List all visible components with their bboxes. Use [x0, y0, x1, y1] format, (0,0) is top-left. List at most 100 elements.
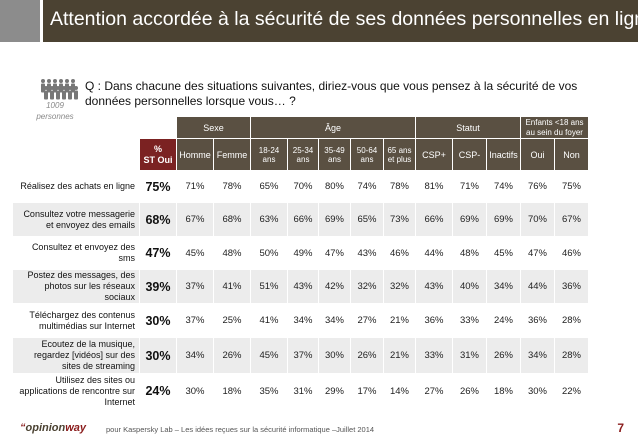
col-header: 50-64 ans [351, 139, 383, 170]
group-header-sexe: Sexe [177, 117, 250, 138]
cell-value: 34% [487, 270, 520, 303]
cell-value: 71% [453, 171, 486, 202]
cell-value: 66% [416, 203, 452, 236]
row-label: Consultez et envoyez des sms [13, 237, 139, 269]
cell-value: 30% [319, 338, 350, 373]
cell-value: 34% [177, 338, 213, 373]
cell-value: 26% [453, 374, 486, 408]
cell-value: 30% [177, 374, 213, 408]
cell-value: 66% [288, 203, 318, 236]
row-total: 75% [140, 171, 176, 202]
cell-value: 31% [453, 338, 486, 373]
col-header: Oui [521, 139, 554, 170]
row-label: Téléchargez des contenus multimédias sur… [13, 304, 139, 337]
cell-value: 69% [453, 203, 486, 236]
total-header: % ST Oui [140, 139, 176, 170]
cell-value: 37% [177, 304, 213, 337]
cell-value: 32% [384, 270, 415, 303]
title-bar: Attention accordée à la sécurité de ses … [0, 0, 638, 42]
cell-value: 34% [288, 304, 318, 337]
col-header: 18-24 ans [251, 139, 287, 170]
row-label: Réalisez des achats en ligne [13, 171, 139, 202]
col-header: Non [555, 139, 588, 170]
cell-value: 47% [319, 237, 350, 269]
page-number: 7 [617, 421, 624, 435]
cell-value: 70% [521, 203, 554, 236]
cell-value: 69% [319, 203, 350, 236]
table-row: Téléchargez des contenus multimédias sur… [13, 304, 588, 337]
cell-value: 78% [384, 171, 415, 202]
cell-value: 26% [351, 338, 383, 373]
cell-value: 73% [384, 203, 415, 236]
cell-value: 70% [288, 171, 318, 202]
cell-value: 68% [214, 203, 250, 236]
cell-value: 41% [214, 270, 250, 303]
cell-value: 18% [487, 374, 520, 408]
base-label: personnes [36, 112, 74, 121]
blank-cell [13, 117, 139, 138]
table-row: Postez des messages, des photos sur les … [13, 270, 588, 303]
group-header-statut: Statut [416, 117, 520, 138]
cell-value: 41% [251, 304, 287, 337]
cell-value: 43% [416, 270, 452, 303]
table-row: Ecoutez de la musique, regardez [vidéos]… [13, 338, 588, 373]
row-total: 39% [140, 270, 176, 303]
cell-value: 48% [214, 237, 250, 269]
cell-value: 35% [251, 374, 287, 408]
cell-value: 27% [416, 374, 452, 408]
cell-value: 14% [384, 374, 415, 408]
cell-value: 49% [288, 237, 318, 269]
title-background [43, 0, 638, 42]
cell-value: 45% [177, 237, 213, 269]
cell-value: 74% [351, 171, 383, 202]
col-header: 25-34 ans [288, 139, 318, 170]
row-total: 68% [140, 203, 176, 236]
blank-cell [13, 139, 139, 170]
cell-value: 37% [288, 338, 318, 373]
cell-value: 22% [555, 374, 588, 408]
cell-value: 48% [453, 237, 486, 269]
people-icon [41, 79, 78, 100]
cell-value: 81% [416, 171, 452, 202]
cell-value: 46% [555, 237, 588, 269]
question-text: Q : Dans chacune des situations suivante… [85, 79, 578, 108]
table-row: Consultez et envoyez des sms 47% 45% 48% 50%… [13, 237, 588, 269]
cell-value: 44% [416, 237, 452, 269]
cell-value: 17% [351, 374, 383, 408]
cell-value: 28% [555, 338, 588, 373]
cell-value: 46% [384, 237, 415, 269]
cell-value: 36% [416, 304, 452, 337]
group-header-enfants: Enfants <18 ans au sein du foyer [521, 117, 588, 138]
group-header-age: Âge [251, 117, 415, 138]
cell-value: 43% [288, 270, 318, 303]
cell-value: 34% [521, 338, 554, 373]
cell-value: 51% [251, 270, 287, 303]
cell-value: 75% [555, 171, 588, 202]
cell-value: 65% [251, 171, 287, 202]
cell-value: 45% [487, 237, 520, 269]
total-header-line2: ST Oui [143, 154, 173, 165]
cell-value: 28% [555, 304, 588, 337]
cell-value: 65% [351, 203, 383, 236]
col-header: CSP+ [416, 139, 452, 170]
cell-value: 36% [521, 304, 554, 337]
cell-value: 50% [251, 237, 287, 269]
row-total: 47% [140, 237, 176, 269]
cell-value: 47% [521, 237, 554, 269]
cell-value: 18% [214, 374, 250, 408]
row-label: Utilisez des sites ou applications de re… [13, 374, 139, 408]
cell-value: 67% [177, 203, 213, 236]
table-row: Utilisez des sites ou applications de re… [13, 374, 588, 408]
row-total: 30% [140, 304, 176, 337]
cell-value: 33% [453, 304, 486, 337]
cell-value: 37% [177, 270, 213, 303]
cell-value: 74% [487, 171, 520, 202]
cell-value: 78% [214, 171, 250, 202]
cell-value: 44% [521, 270, 554, 303]
cell-value: 69% [487, 203, 520, 236]
cell-value: 76% [521, 171, 554, 202]
col-header: 35-49 ans [319, 139, 350, 170]
base-count: 1009 [46, 101, 64, 110]
col-header: Inactifs [487, 139, 520, 170]
title-accent [0, 0, 40, 42]
